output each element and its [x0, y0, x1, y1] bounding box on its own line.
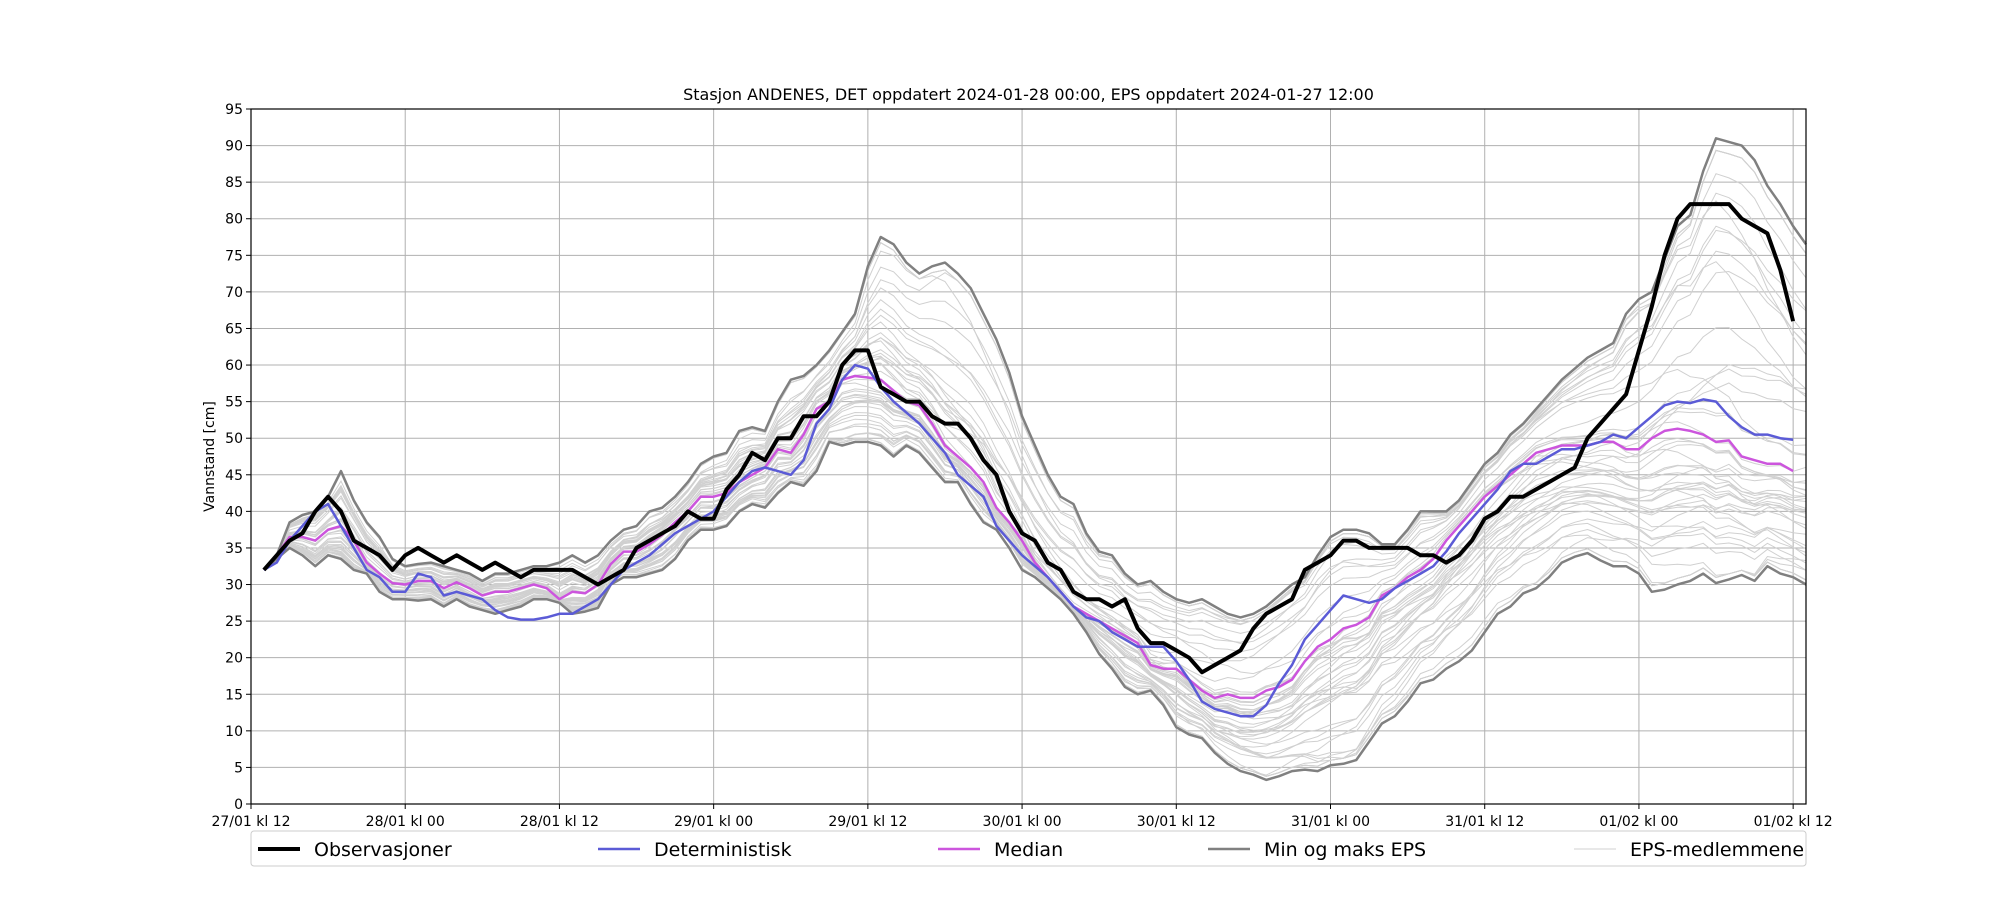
y-tick-label: 10: [225, 724, 243, 740]
ensemble-member-line: [263, 394, 1807, 777]
y-tick-label: 40: [225, 504, 243, 520]
y-tick-label: 70: [225, 285, 243, 301]
y-tick-label: 35: [225, 541, 243, 557]
x-tick-label: 31/01 kl 12: [1445, 814, 1524, 830]
legend: Observasjoner Deterministisk Median Min og …: [250, 830, 1807, 867]
y-axis: 0 5 10 15 20 25 30 35 40 45 50 55 60 65 70 75 80 85 90 95: [225, 102, 251, 813]
x-tick-label: 31/01 kl 00: [1291, 814, 1370, 830]
ensemble-member-line: [263, 382, 1807, 731]
series-lines: [262, 137, 1808, 782]
ensemble-member-line: [263, 149, 1807, 643]
x-tick-label: 28/01 kl 12: [520, 814, 599, 830]
y-tick-label: 80: [225, 212, 243, 228]
y-tick-label: 65: [225, 321, 243, 337]
legend-label: Observasjoner: [314, 839, 452, 861]
chart-title: Stasjon ANDENES, DET oppdatert 2024-01-2…: [683, 85, 1374, 104]
x-tick-label: 01/02 kl 12: [1754, 814, 1833, 830]
y-tick-label: 75: [225, 248, 243, 264]
plot-frame: [250, 108, 1807, 805]
x-tick-label: 27/01 kl 12: [211, 814, 290, 830]
x-tick-label: 30/01 kl 00: [983, 814, 1062, 830]
y-tick-label: 95: [225, 102, 243, 118]
y-axis-label: Vannstand [cm]: [202, 401, 218, 512]
legend-label: Median: [994, 839, 1063, 861]
legend-label: EPS-medlemmene: [1630, 839, 1804, 861]
y-tick-label: 60: [225, 358, 243, 374]
legend-label: Deterministisk: [654, 839, 792, 861]
y-tick-label: 55: [225, 395, 243, 411]
x-tick-label: 28/01 kl 00: [366, 814, 445, 830]
x-tick-label: 30/01 kl 12: [1137, 814, 1216, 830]
y-tick-label: 50: [225, 431, 243, 447]
ensemble-member-line: [263, 192, 1807, 626]
x-tick-label: 29/01 kl 12: [828, 814, 907, 830]
min-eps-line: [263, 440, 1807, 782]
legend-frame: [250, 830, 1807, 867]
ensemble-member-line: [263, 149, 1807, 622]
y-tick-label: 30: [225, 578, 243, 594]
maks-eps-line: [262, 137, 1808, 619]
x-tick-label: 29/01 kl 00: [674, 814, 753, 830]
y-tick-label: 45: [225, 468, 243, 484]
y-tick-label: 90: [225, 139, 243, 155]
x-axis: 27/01 kl 12 28/01 kl 00 28/01 kl 12 29/01 k…: [211, 804, 1833, 830]
y-tick-label: 5: [234, 760, 243, 776]
y-tick-label: 85: [225, 175, 243, 191]
y-tick-label: 25: [225, 614, 243, 630]
y-tick-label: 20: [225, 651, 243, 667]
y-tick-label: 0: [234, 797, 243, 813]
median-line: [262, 374, 1794, 700]
observasjoner-line: [262, 202, 1796, 675]
deterministisk-line: [263, 363, 1794, 718]
ensemble-member-line: [263, 200, 1807, 665]
y-tick-label: 15: [225, 687, 243, 703]
x-tick-label: 01/02 kl 00: [1599, 814, 1678, 830]
legend-label: Min og maks EPS: [1264, 839, 1426, 861]
ensemble-member-line: [263, 355, 1807, 693]
